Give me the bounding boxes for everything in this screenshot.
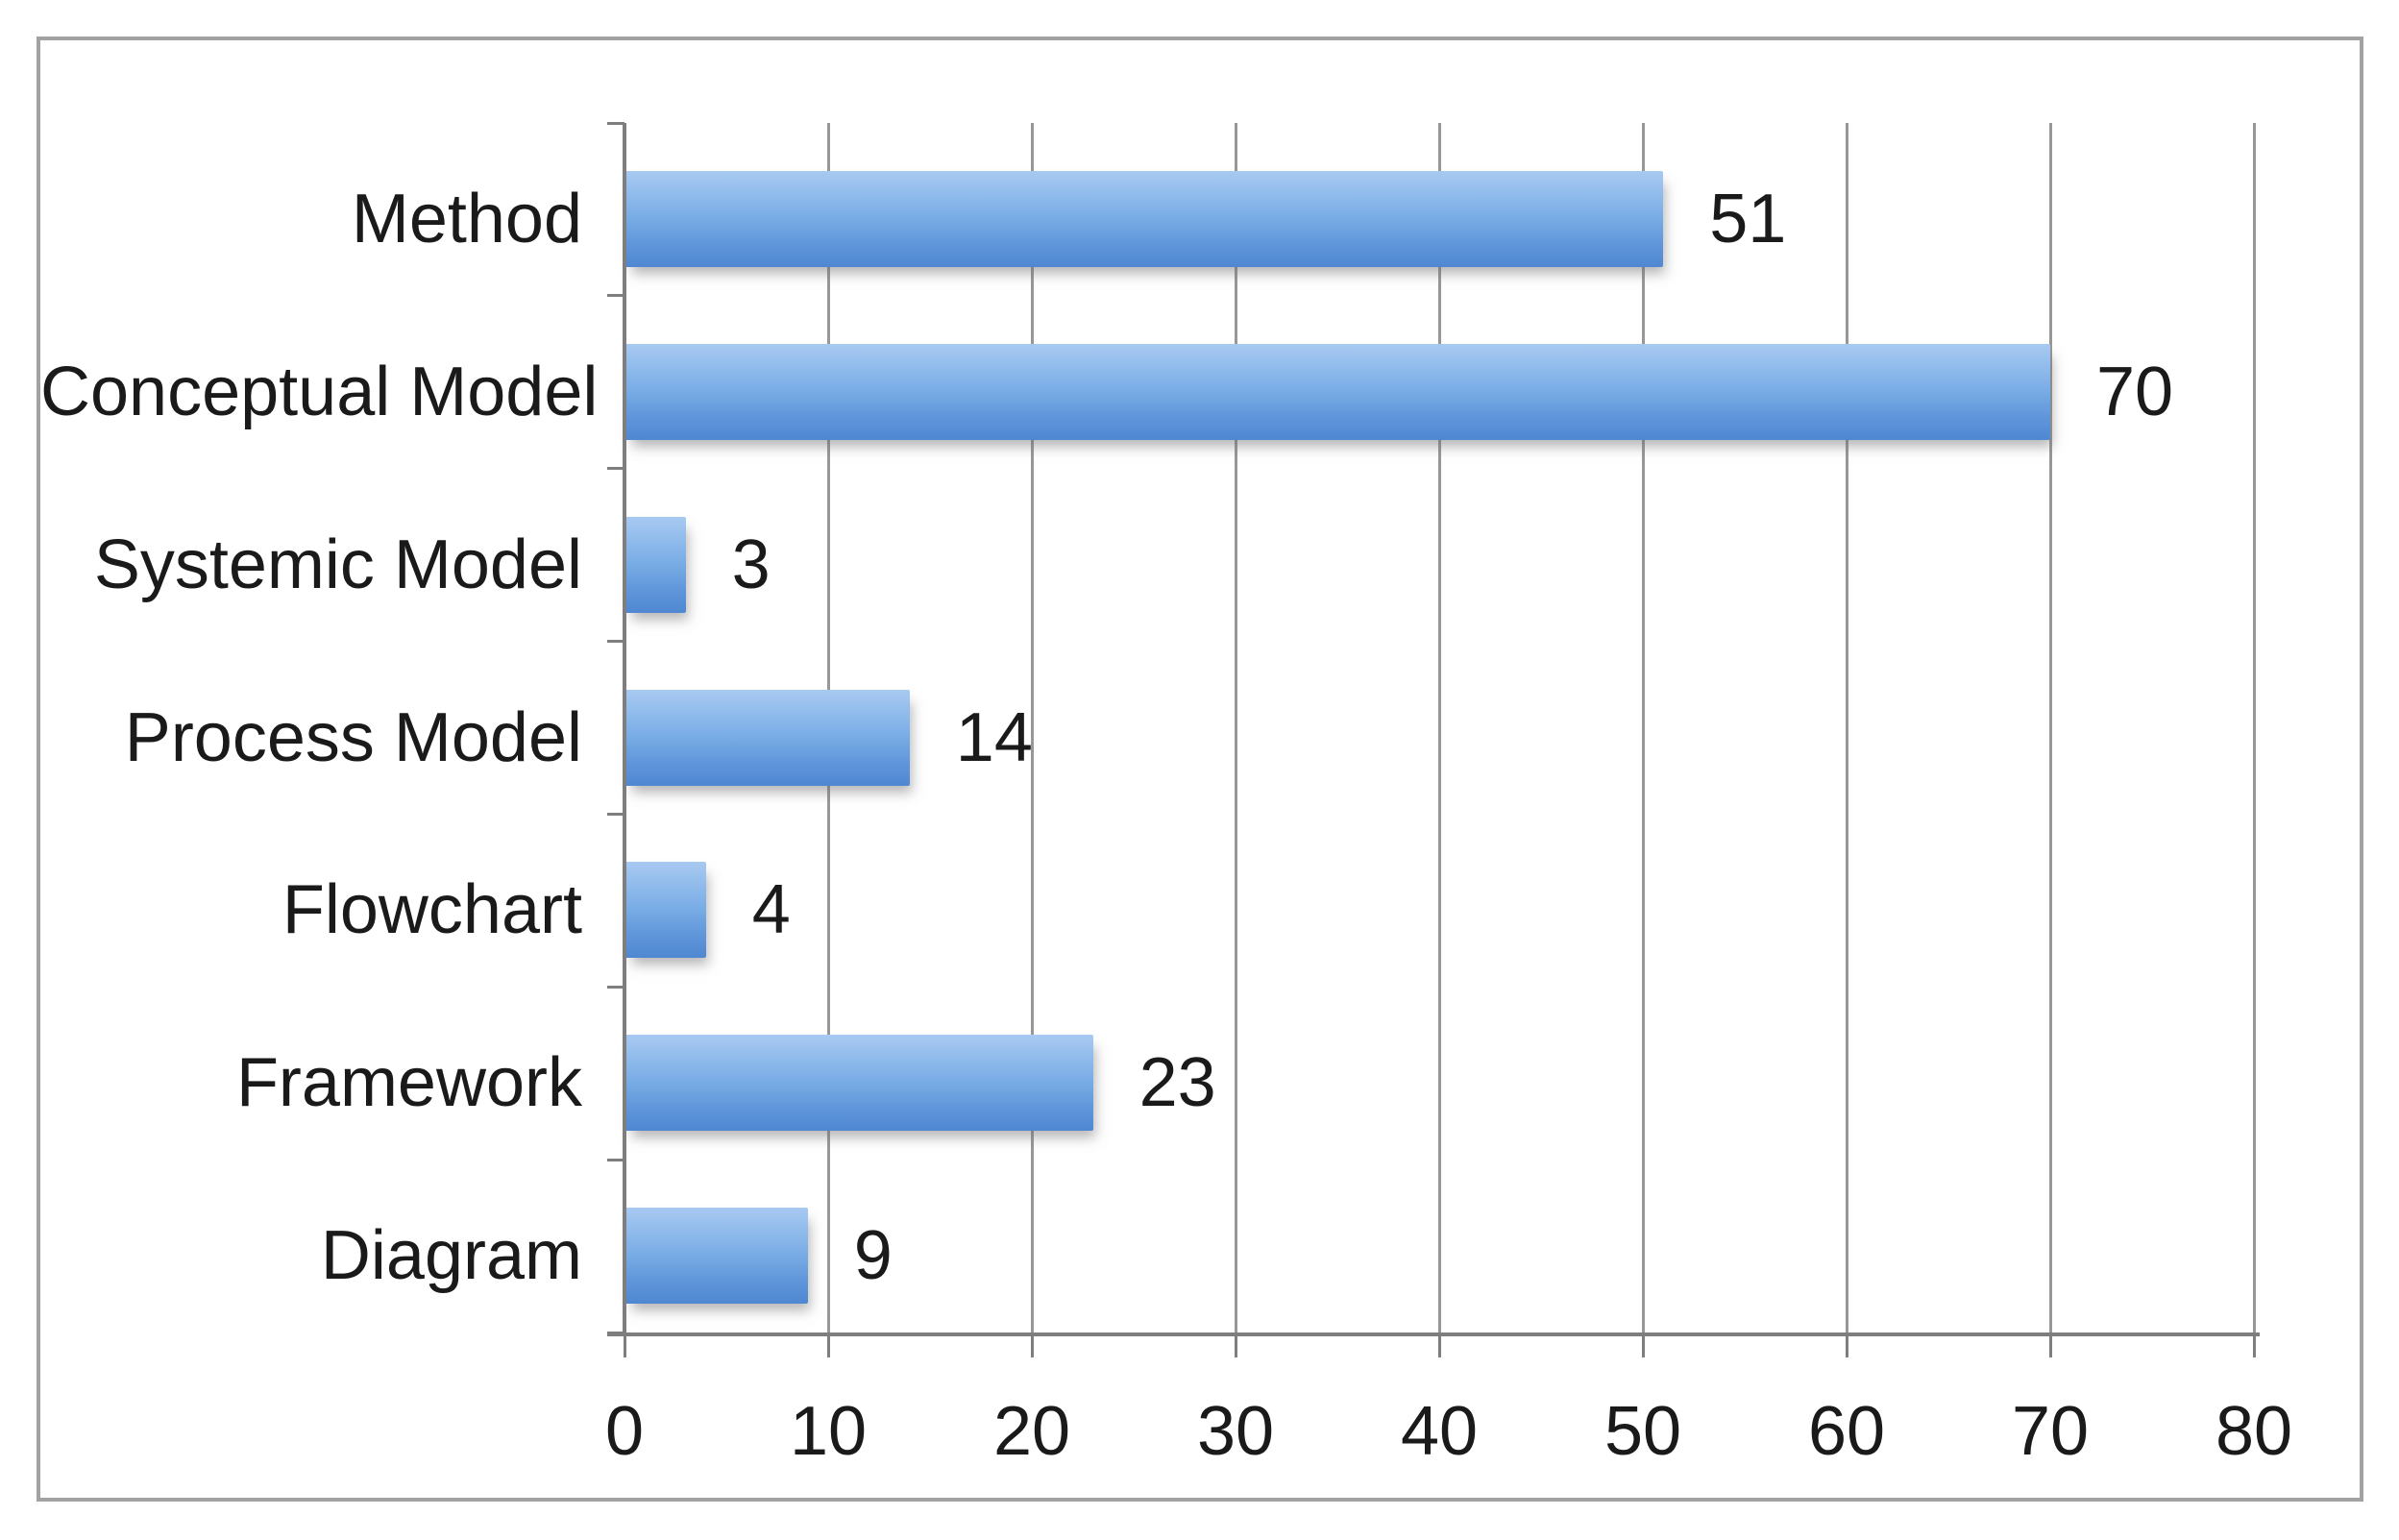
bar xyxy=(624,1208,808,1305)
value-label: 3 xyxy=(731,526,771,603)
category-label: Framework xyxy=(235,1044,582,1122)
x-axis-tick xyxy=(2048,1336,2052,1357)
x-tick-label: 40 xyxy=(1400,1393,1479,1470)
gridline xyxy=(1437,123,1441,1332)
gridline xyxy=(2048,123,2052,1332)
category-label: Flowchart xyxy=(282,871,582,949)
x-tick-label: 50 xyxy=(1603,1393,1682,1470)
value-label: 23 xyxy=(1138,1044,1216,1122)
category-label: Systemic Model xyxy=(93,526,582,603)
x-tick-label: 80 xyxy=(2215,1393,2293,1470)
x-axis-tick xyxy=(2252,1336,2256,1357)
bars-layer: 51 70 3 14 4 23 9 xyxy=(40,40,2360,1498)
x-tick-label: 0 xyxy=(604,1393,645,1470)
value-label: 9 xyxy=(853,1217,893,1295)
y-axis-tick xyxy=(607,294,624,298)
horizontal-bar-chart: 51 70 3 14 4 23 9 Method Conceptual Model System… xyxy=(40,40,2360,1498)
value-label: 14 xyxy=(955,698,1033,776)
y-axis-tick xyxy=(607,640,624,644)
x-tick-label: 70 xyxy=(2011,1393,2090,1470)
y-axis-tick xyxy=(607,121,624,125)
bar xyxy=(624,343,2050,440)
x-tick-label: 20 xyxy=(992,1393,1071,1470)
category-label: Process Model xyxy=(124,698,582,776)
gridline xyxy=(1845,123,1848,1332)
axes-layer xyxy=(40,40,2360,1498)
y-axis-tick xyxy=(607,812,624,816)
y-axis-tick xyxy=(607,985,624,989)
y-axis-tick xyxy=(607,1158,624,1161)
y-axis-tick xyxy=(607,467,624,471)
x-tick-label: 60 xyxy=(1807,1393,1886,1470)
gridline xyxy=(1234,123,1237,1332)
gridline xyxy=(1030,123,1034,1332)
x-axis-tick xyxy=(623,1336,626,1357)
x-tick-label: 10 xyxy=(789,1393,868,1470)
axis-labels-layer: Method Conceptual Model Systemic Model Proc… xyxy=(40,40,2360,1498)
category-label: Method xyxy=(351,180,582,257)
bar xyxy=(624,170,1664,267)
figure-border: 51 70 3 14 4 23 9 Method Conceptual Model System… xyxy=(37,37,2363,1502)
x-axis-tick xyxy=(1030,1336,1034,1357)
x-axis-tick xyxy=(1641,1336,1645,1357)
x-axis-tick xyxy=(826,1336,830,1357)
bar xyxy=(624,862,706,959)
value-label: 4 xyxy=(751,871,791,949)
category-label: Diagram xyxy=(320,1217,582,1295)
x-axis-line xyxy=(607,1332,2260,1336)
x-axis-tick xyxy=(1234,1336,1237,1357)
gridline xyxy=(2252,123,2256,1332)
x-tick-label: 30 xyxy=(1196,1393,1275,1470)
x-axis-tick xyxy=(1845,1336,1848,1357)
value-label: 51 xyxy=(1709,180,1787,257)
category-label: Conceptual Model xyxy=(40,353,599,430)
y-axis-tick xyxy=(607,1331,624,1334)
bar xyxy=(624,516,686,613)
gridline xyxy=(1641,123,1645,1332)
x-axis-tick xyxy=(1437,1336,1441,1357)
bar xyxy=(624,1035,1093,1132)
bar xyxy=(624,689,910,786)
value-label: 70 xyxy=(2096,353,2174,430)
y-axis-line xyxy=(623,123,626,1336)
